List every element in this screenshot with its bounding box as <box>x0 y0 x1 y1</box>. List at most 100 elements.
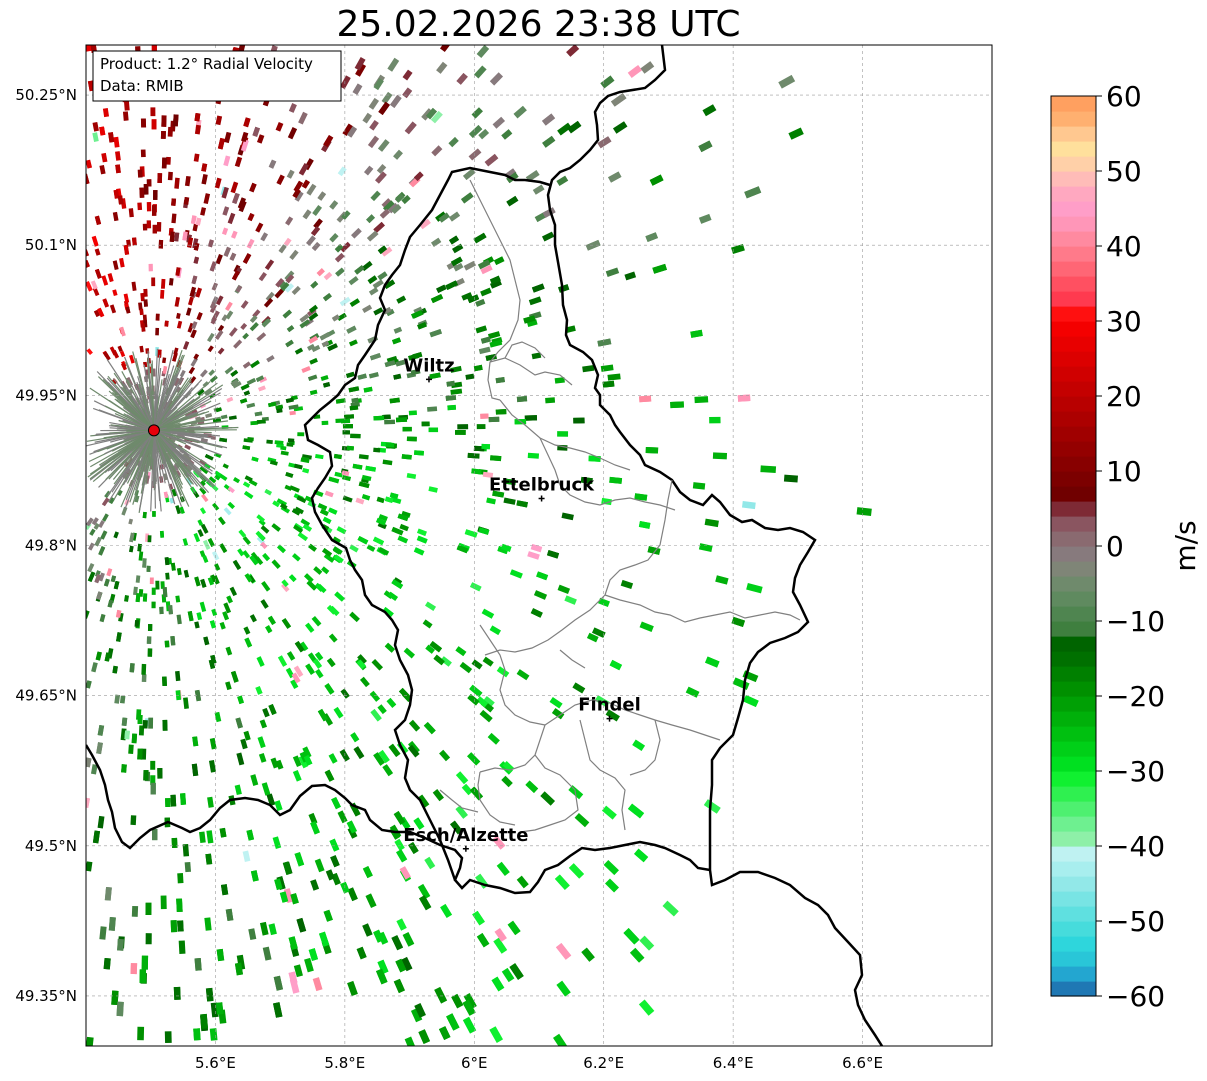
velocity-echo <box>230 181 239 194</box>
velocity-echo <box>223 507 232 516</box>
velocity-echo <box>199 474 208 483</box>
velocity-echo <box>207 538 215 547</box>
velocity-echo <box>455 805 468 819</box>
velocity-echo <box>171 837 178 849</box>
velocity-echo <box>293 524 304 534</box>
velocity-echo <box>203 193 211 205</box>
colorbar-swatch <box>1051 651 1096 667</box>
colorbar-swatch <box>1051 621 1096 637</box>
longitude-tick-labels: 5.6°E 5.8°E 6°E 6.2°E 6.4°E 6.6°E <box>195 1054 883 1072</box>
velocity-echo <box>414 1003 426 1018</box>
velocity-echo <box>266 355 275 363</box>
velocity-echo <box>199 831 206 844</box>
velocity-echo <box>249 315 258 323</box>
velocity-echo <box>294 640 305 653</box>
velocity-echo <box>371 658 384 671</box>
velocity-echo <box>743 695 759 708</box>
velocity-echo <box>98 520 105 528</box>
velocity-echo <box>401 956 413 972</box>
velocity-echo <box>294 347 304 355</box>
velocity-echo <box>709 416 721 424</box>
velocity-echo <box>273 1002 283 1018</box>
velocity-echo <box>325 869 335 881</box>
velocity-echo <box>597 136 612 149</box>
velocity-echo <box>227 212 236 225</box>
velocity-echo <box>174 232 180 242</box>
velocity-echo <box>384 642 396 653</box>
velocity-echo <box>373 307 384 316</box>
velocity-echo <box>524 415 538 421</box>
velocity-echo <box>450 256 463 267</box>
velocity-echo <box>123 293 130 303</box>
velocity-echo <box>260 525 270 534</box>
velocity-echo <box>171 198 177 206</box>
near-radar-clutter <box>89 429 155 475</box>
velocity-echo <box>463 260 477 271</box>
velocity-echo <box>334 471 343 478</box>
velocity-echo <box>135 593 141 603</box>
velocity-echo <box>112 289 118 296</box>
velocity-echo <box>227 486 235 494</box>
colorbar-tick-label: 50 <box>1106 155 1142 188</box>
velocity-echo <box>314 582 324 592</box>
velocity-echo <box>214 711 222 723</box>
velocity-echo <box>250 870 259 882</box>
lat-tick-label: 49.65°N <box>15 687 77 705</box>
colorbar-swatch <box>1051 936 1096 952</box>
velocity-echo <box>170 636 176 646</box>
velocity-echo <box>474 65 487 79</box>
colorbar-swatch <box>1051 876 1096 892</box>
velocity-echo <box>690 329 703 338</box>
velocity-echo <box>261 782 271 796</box>
colorbar-swatch <box>1051 606 1096 622</box>
velocity-echo <box>639 395 652 403</box>
velocity-echo <box>349 544 359 553</box>
velocity-echo <box>140 292 145 302</box>
velocity-echo <box>365 893 377 909</box>
velocity-echo <box>205 853 213 865</box>
velocity-echo <box>488 416 500 423</box>
velocity-echo <box>141 663 147 675</box>
near-radar-clutter <box>150 390 155 431</box>
velocity-echo <box>162 676 167 687</box>
velocity-echo <box>393 811 406 825</box>
velocity-echo <box>362 304 373 313</box>
city-label: Esch/Alzette <box>403 825 528 846</box>
velocity-echo <box>347 126 358 138</box>
velocity-echo <box>381 91 393 105</box>
velocity-echo <box>531 352 542 360</box>
velocity-echo <box>492 490 505 498</box>
colorbar-swatch <box>1051 531 1096 547</box>
velocity-echo <box>305 663 315 675</box>
velocity-echo <box>446 1013 460 1031</box>
colorbar-swatch <box>1051 396 1096 412</box>
lat-tick-label: 50.1°N <box>25 236 77 254</box>
velocity-echo <box>377 704 387 715</box>
velocity-echo <box>554 377 565 384</box>
velocity-echo <box>112 211 119 222</box>
velocity-echo <box>471 468 482 475</box>
velocity-echo <box>556 980 571 997</box>
velocity-echo <box>303 755 313 766</box>
velocity-echo <box>355 497 365 505</box>
near-radar-clutter <box>153 429 216 487</box>
map-axes: Wiltz Ettelbruck Findel Esch/Alzette Produc… <box>15 44 993 1072</box>
velocity-echo <box>112 665 118 674</box>
velocity-echo <box>602 380 615 388</box>
velocity-echo <box>645 447 659 454</box>
velocity-echo <box>480 336 491 344</box>
velocity-echo <box>461 783 473 796</box>
velocity-echo <box>155 327 160 336</box>
velocity-echo <box>115 164 121 174</box>
velocity-echo <box>235 717 243 729</box>
velocity-echo <box>257 736 266 749</box>
velocity-echo <box>151 119 157 130</box>
velocity-echo <box>191 321 198 330</box>
near-radar-clutter <box>153 354 161 431</box>
velocity-echo <box>480 264 493 275</box>
velocity-echo <box>94 248 101 256</box>
velocity-echo <box>399 523 409 532</box>
velocity-echo <box>167 436 176 443</box>
velocity-echo <box>332 547 342 555</box>
velocity-echo <box>250 420 259 426</box>
